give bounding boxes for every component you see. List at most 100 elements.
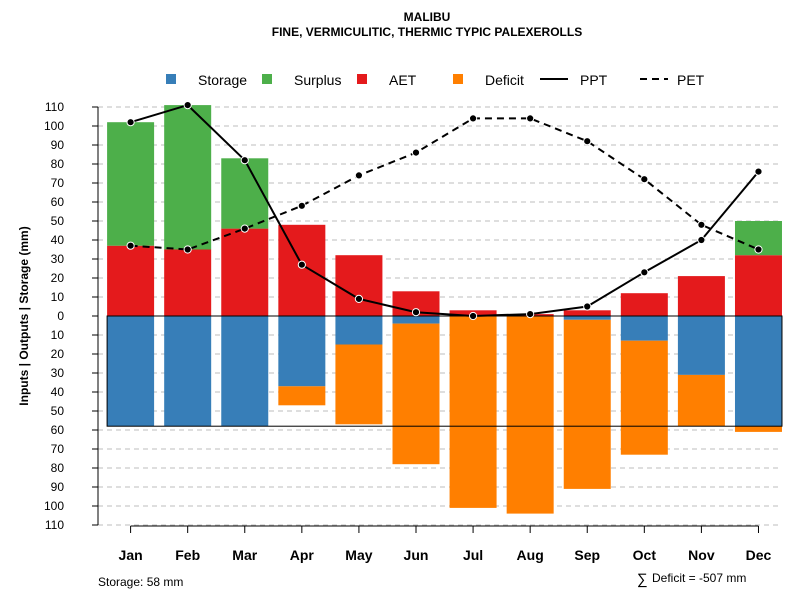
legend: Storage Surplus AET Deficit PPT PET [166,72,705,88]
x-tick-label: Nov [688,547,715,563]
pet-point [468,114,478,123]
ppt-point [240,156,249,165]
ppt-point [411,308,421,317]
y-tick-label: 30 [51,366,65,380]
x-tick-label: Jul [463,547,483,563]
legend-surplus-swatch [262,74,272,84]
storage-bar [221,316,269,427]
x-tick-label: Apr [290,547,315,563]
y-tick-label: 70 [51,176,65,190]
x-tick-label: Sep [574,547,600,563]
x-tick-label: Mar [232,547,257,563]
legend-storage-swatch [166,74,176,84]
axes: 110 100 90 80 70 60 50 40 30 20 100 10 20 30 40 50 60 70 8… [44,100,772,563]
storage-bar [392,316,440,324]
pet-point [183,245,192,254]
aet-bar [677,276,725,316]
storage-bar [734,316,782,427]
pet-point [583,137,592,146]
deficit-bar [278,386,326,406]
x-tick-label: Jan [119,547,143,563]
y-tick-label: 80 [51,461,65,475]
ppt-point [126,118,135,127]
y-tick-label: 100 [44,499,64,513]
x-tick-label: Jun [404,547,429,563]
aet-bar [164,249,212,316]
x-tick-label: Aug [517,547,544,563]
storage-bar [620,316,668,341]
surplus-bar [107,122,155,246]
ppt-point [583,302,592,311]
y-tick-label: 40 [51,233,65,247]
chart-title: MALIBU [404,10,451,24]
y-tick-label: 90 [51,138,65,152]
x-tick-label: Dec [746,547,772,563]
y-tick-label: 40 [51,385,65,399]
storage-frame [106,315,783,427]
storage-bar [107,316,155,427]
y-tick-label: 20 [51,347,65,361]
y-tick-label: 70 [51,442,65,456]
y-tick-label: 110 [45,518,64,532]
ppt-point [754,167,763,176]
legend-storage-label: Storage [198,72,247,88]
y-tick-label: 50 [51,404,65,418]
aet-bar [221,228,269,316]
ppt-point [697,235,706,245]
deficit-bar [335,344,383,425]
y-tick-label: 20 [51,271,65,285]
y-tick-label: 30 [51,252,65,266]
y-tick-label: 60 [51,423,65,437]
deficit-sum-symbol: ∑ [637,571,648,588]
deficit-bar [506,316,554,514]
pet-line [130,117,759,251]
y-tick-label: 80 [51,157,65,171]
ppt-point [526,310,535,319]
aet-bar [620,293,668,316]
pet-point [640,175,649,184]
deficit-bar [449,316,497,508]
legend-aet-swatch [357,74,367,84]
y-tick-label: 100 [44,119,64,133]
ppt-line [130,103,760,318]
legend-ppt-label: PPT [580,72,608,88]
x-tick-label: Feb [175,547,200,563]
x-tick-label: May [345,547,372,563]
y-tick-label: 110 [45,100,64,114]
y-tick-label: 60 [51,195,65,209]
aet-bar [335,255,383,316]
deficit-bar [620,340,668,455]
ppt-point [640,268,649,277]
y-tick-label: 50 [51,214,65,228]
surplus-bar [221,158,269,229]
storage-note: Storage: 58 mm [98,575,183,589]
deficit-bar [734,426,782,432]
storage-bar [563,316,611,320]
surplus-bar [164,105,212,250]
deficit-bar [392,323,440,465]
y-tick-label: 90 [51,480,65,494]
pet-point [240,224,249,233]
pet-point [526,114,535,123]
pet-point [754,245,763,254]
series-lines [126,101,763,321]
y-tick-label: 10 [51,328,65,342]
storage-bar [335,316,383,345]
legend-deficit-swatch [453,74,463,84]
bars [107,105,782,514]
storage-bar [278,316,326,387]
ppt-point [468,311,478,321]
pet-point [697,220,706,229]
ppt-point [183,101,192,110]
legend-aet-label: AET [389,72,417,88]
legend-surplus-label: Surplus [294,72,341,88]
aet-bar [563,310,611,316]
deficit-bar [677,374,725,427]
pet-point [297,201,306,210]
legend-deficit-label: Deficit [485,72,524,88]
storage-bar [164,316,212,427]
y-tick-label: 10 [51,290,65,304]
chart-subtitle: FINE, VERMICULITIC, THERMIC TYPIC PALEXE… [272,25,582,39]
y-axis-label: Inputs | Outputs | Storage (mm) [17,226,31,405]
